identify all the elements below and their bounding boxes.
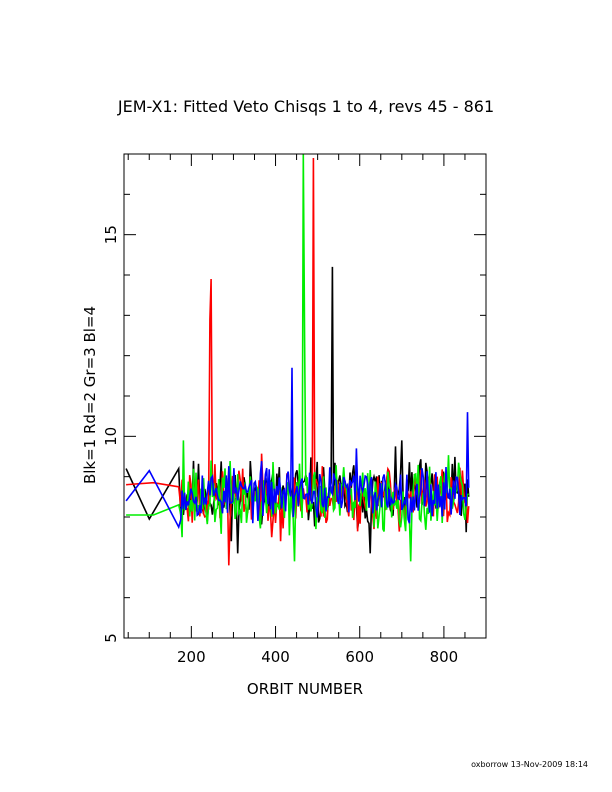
- x-tick-label: 800: [430, 648, 459, 666]
- x-axis-label: ORBIT NUMBER: [246, 680, 364, 698]
- x-tick-label: 400: [261, 648, 290, 666]
- series-line-4: [125, 367, 470, 530]
- x-tick-label: 600: [345, 648, 374, 666]
- y-tick-label: 5: [102, 633, 120, 643]
- y-tick-label: 10: [102, 427, 120, 446]
- footer-stamp: oxborrow 13-Nov-2009 18:14: [471, 760, 588, 769]
- x-tick-label: 200: [177, 648, 206, 666]
- y-tick-label: 15: [102, 225, 120, 244]
- series-line-1: [125, 266, 470, 554]
- y-axis-label: Blk=1 Rd=2 Gr=3 Bl=4: [81, 305, 99, 485]
- chart-title: JEM-X1: Fitted Veto Chisqs 1 to 4, revs …: [117, 97, 495, 116]
